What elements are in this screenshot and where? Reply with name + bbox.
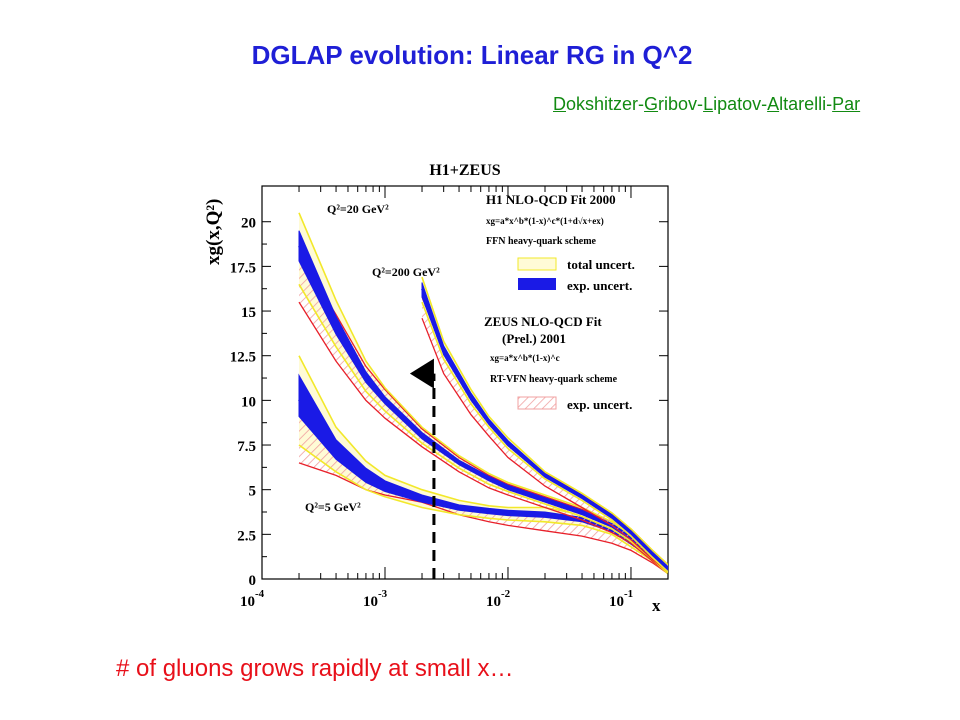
x-axis-label: x bbox=[652, 596, 661, 615]
subtitle-initial: G bbox=[644, 94, 659, 114]
data-point bbox=[488, 510, 490, 512]
subtitle-text: ltarelli- bbox=[779, 94, 833, 114]
slide-title: DGLAP evolution: Linear RG in Q^2 bbox=[251, 40, 693, 70]
h1-total-lower-edge bbox=[421, 301, 668, 573]
legend-zeus-title: ZEUS NLO-QCD Fit bbox=[484, 314, 602, 329]
legend-exp-label: exp. uncert. bbox=[567, 278, 632, 293]
data-point bbox=[630, 531, 632, 534]
footer-note: # of gluons grows rapidly at small x… bbox=[116, 655, 514, 682]
data-point bbox=[507, 442, 509, 445]
curve-label: Q²=20 GeV² bbox=[327, 202, 389, 216]
data-point bbox=[651, 553, 654, 555]
data-point bbox=[488, 421, 490, 423]
legend-zeus-title2: (Prel.) 2001 bbox=[502, 331, 566, 346]
h1-total-lower-edge bbox=[298, 283, 668, 575]
legend-h1-title: H1 NLO-QCD Fit 2000 bbox=[486, 192, 616, 207]
data-point bbox=[458, 462, 460, 464]
series-0 bbox=[298, 355, 668, 575]
y-tick-label: 2.5 bbox=[237, 528, 256, 544]
y-tick-label: 12.5 bbox=[230, 350, 256, 366]
legend-zeus-formula: xg=a*x^b*(1-x)^c bbox=[490, 353, 560, 363]
x-tick-exponent: -1 bbox=[624, 588, 633, 600]
y-tick-label: 10 bbox=[241, 394, 256, 410]
data-point bbox=[421, 288, 423, 291]
legend-h1-formula: xg=a*x^b*(1-x)^c*(1+d√x+ex) bbox=[486, 216, 604, 226]
data-point bbox=[544, 474, 546, 477]
curve-label: Q²=200 GeV² bbox=[372, 265, 440, 279]
data-point bbox=[335, 324, 337, 327]
y-tick-label: 20 bbox=[241, 216, 256, 232]
data-point bbox=[544, 499, 546, 502]
y-tick-label: 5 bbox=[249, 484, 257, 500]
data-point bbox=[384, 485, 386, 487]
data-point bbox=[384, 399, 386, 402]
x-tick-label: 10-4 bbox=[240, 588, 265, 610]
data-point bbox=[611, 515, 613, 518]
y-axis-label: xg(x,Q²) bbox=[203, 199, 224, 265]
subtitle-initial: D bbox=[553, 94, 566, 114]
subtitle-text: okshitzer- bbox=[566, 94, 645, 114]
x-tick-label: 10-2 bbox=[486, 588, 511, 610]
data-point bbox=[458, 506, 460, 509]
data-point bbox=[544, 513, 546, 516]
series-2 bbox=[421, 276, 668, 573]
data-point bbox=[298, 399, 300, 402]
legend-total-swatch bbox=[517, 257, 557, 271]
zeus-lower-edge bbox=[421, 317, 668, 573]
x-tick-base: 10 bbox=[240, 594, 255, 610]
subtitle-initial: L bbox=[703, 94, 714, 114]
data-point bbox=[507, 487, 509, 489]
x-tick-base: 10 bbox=[486, 594, 501, 610]
chart-title: H1+ZEUS bbox=[429, 162, 500, 179]
zeus-exp-band bbox=[299, 414, 668, 574]
y-tick-label: 7.5 bbox=[237, 439, 256, 455]
h1-exp-band bbox=[298, 373, 668, 573]
legend-exp-swatch bbox=[518, 278, 556, 290]
data-point bbox=[488, 478, 490, 480]
h1-total-upper-edge bbox=[421, 276, 668, 566]
subtitle-initial: Par bbox=[832, 94, 861, 114]
x-tick-base: 10 bbox=[363, 594, 378, 610]
data-point bbox=[421, 497, 423, 500]
data-point bbox=[581, 496, 583, 498]
data-point bbox=[581, 512, 583, 514]
y-tick-label: 15 bbox=[241, 305, 256, 321]
data-point bbox=[365, 474, 367, 477]
x-tick-exponent: -4 bbox=[255, 588, 265, 600]
subtitle-initial: A bbox=[767, 94, 780, 114]
y-tick-label: 17.5 bbox=[230, 260, 256, 276]
y-tick-label: 0 bbox=[249, 573, 257, 589]
data-point bbox=[442, 349, 445, 352]
data-point bbox=[365, 376, 367, 378]
legend-total-label: total uncert. bbox=[567, 257, 635, 272]
x-tick-base: 10 bbox=[609, 594, 624, 610]
data-point bbox=[421, 435, 423, 437]
curve-label: Q²=5 GeV² bbox=[305, 500, 361, 514]
subtitle-text: ribov- bbox=[658, 94, 704, 114]
data-point bbox=[335, 449, 337, 452]
x-tick-label: 10-3 bbox=[363, 588, 388, 610]
data-point bbox=[298, 245, 300, 248]
legend-zeus-swatch bbox=[517, 396, 557, 410]
zeus-lower-edge bbox=[298, 301, 668, 575]
x-tick-label: 10-1 bbox=[609, 588, 633, 610]
x-tick-exponent: -3 bbox=[378, 588, 388, 600]
dglap-expansion: Dokshitzer-Gribov-Lipatov-Altarelli-Par bbox=[553, 94, 860, 115]
data-point bbox=[507, 512, 509, 514]
data-point bbox=[470, 396, 472, 398]
legend-zeus-exp-label: exp. uncert. bbox=[567, 397, 632, 412]
x-tick-exponent: -2 bbox=[501, 588, 511, 600]
legend-zeus-scheme: RT-VFN heavy-quark scheme bbox=[490, 374, 618, 385]
data-point bbox=[667, 567, 668, 570]
subtitle-text: ipatov- bbox=[713, 94, 768, 114]
h1-total-lower-edge bbox=[298, 444, 668, 575]
legend-h1-scheme: FFN heavy-quark scheme bbox=[486, 236, 597, 247]
h1-exp-band bbox=[421, 282, 668, 571]
